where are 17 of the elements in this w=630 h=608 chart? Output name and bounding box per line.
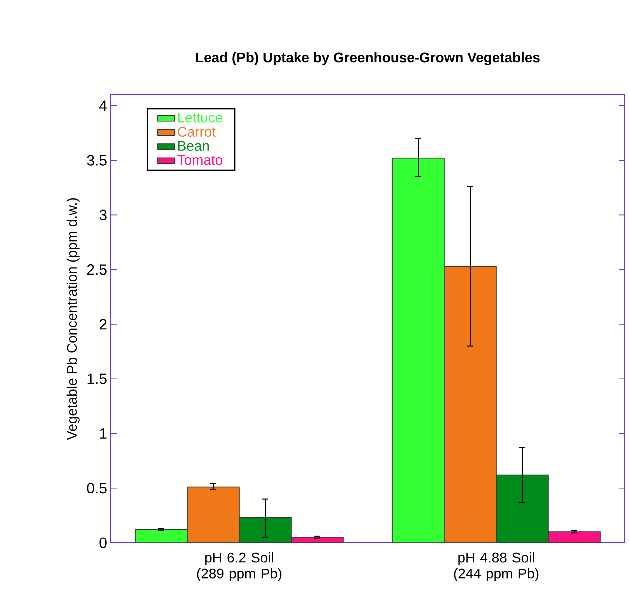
legend-label: Tomato	[178, 155, 223, 166]
y-axis-title: Vegetable Pb Concentration (ppm d.w.)	[66, 198, 80, 440]
legend-label: Bean	[178, 141, 210, 152]
y-tick-label: 4	[100, 100, 108, 112]
legend-label: Lettuce	[178, 113, 222, 123]
x-tick-label: pH 6.2 Soil (289 ppm Pb)	[197, 552, 282, 582]
y-tick-label: 3	[100, 210, 107, 220]
y-tick-label: 2.5	[87, 264, 107, 276]
y-tick-label: 1.5	[88, 374, 107, 384]
y-tick-label: 0.5	[87, 483, 107, 494]
chart-title: Lead (Pb) Uptake by Greenhouse-Grown Vegetables	[196, 52, 540, 66]
y-tick-label: 3.5	[87, 155, 107, 166]
x-tick-label: pH 4.88 Soil (244 ppm Pb)	[454, 552, 539, 582]
legend-label: Carrot	[178, 127, 216, 137]
y-tick-label: 1	[100, 428, 107, 439]
y-tick-label: 0	[100, 538, 107, 548]
y-tick-label: 2	[100, 319, 107, 330]
